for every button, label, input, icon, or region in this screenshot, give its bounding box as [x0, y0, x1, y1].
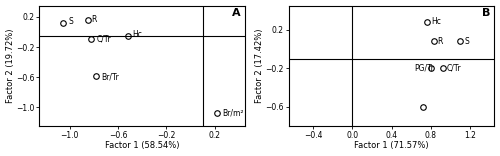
- Text: B: B: [482, 8, 490, 18]
- Text: S: S: [464, 37, 469, 46]
- X-axis label: Factor 1 (58.54%): Factor 1 (58.54%): [105, 141, 180, 150]
- Text: Br/Tr: Br/Tr: [101, 73, 118, 82]
- Text: S: S: [68, 17, 73, 26]
- X-axis label: Factor 1 (71.57%): Factor 1 (71.57%): [354, 141, 429, 150]
- Y-axis label: Factor 2 (19.72%): Factor 2 (19.72%): [6, 29, 15, 103]
- Text: PG/Tr: PG/Tr: [414, 64, 434, 73]
- Text: R: R: [438, 37, 443, 46]
- Text: A: A: [232, 8, 241, 18]
- Text: C/Tr: C/Tr: [96, 35, 111, 44]
- Y-axis label: Factor 2 (17.42%): Factor 2 (17.42%): [255, 29, 264, 103]
- Text: C/Tr: C/Tr: [446, 64, 461, 73]
- Text: Br/m²: Br/m²: [222, 109, 244, 118]
- Text: R: R: [92, 15, 96, 24]
- Text: Hc: Hc: [431, 17, 440, 27]
- Text: Hc: Hc: [132, 30, 142, 39]
